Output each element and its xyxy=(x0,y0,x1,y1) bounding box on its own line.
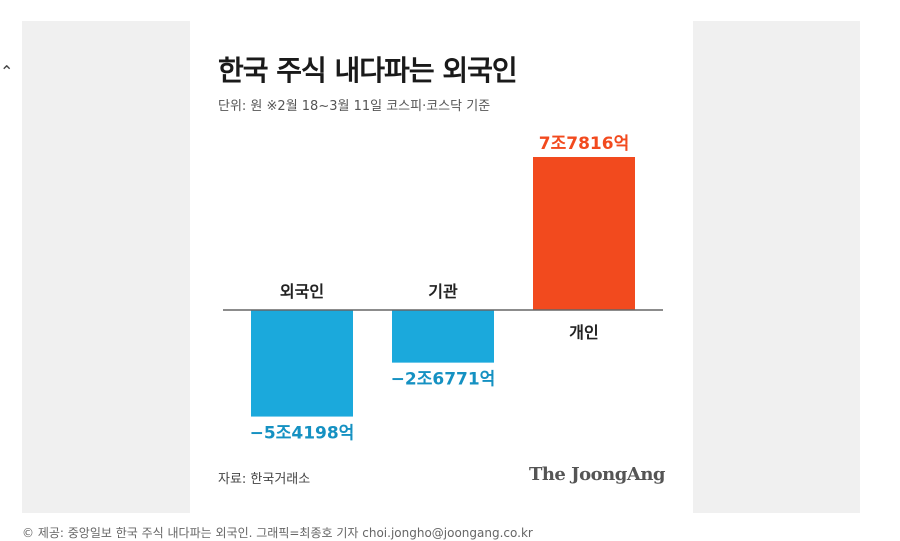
category-label-1: 외국인 xyxy=(280,282,324,301)
brand-logo: The JoongAng xyxy=(528,464,666,485)
bar-1 xyxy=(251,310,353,417)
category-label-3: 개인 xyxy=(569,323,598,342)
chart-card: 한국 주식 내다파는 외국인 단위: 원 ※2월 18~3월 11일 코스피·코… xyxy=(190,21,693,513)
chart-title: 한국 주식 내다파는 외국인 xyxy=(218,54,518,87)
caret-up-icon: ⌃ xyxy=(0,62,14,81)
bar-2 xyxy=(392,310,494,363)
background-panel-left xyxy=(22,21,190,513)
category-label-2: 기관 xyxy=(428,282,458,301)
chart-subtitle: 단위: 원 ※2월 18~3월 11일 코스피·코스닥 기준 xyxy=(218,99,491,114)
data-label-1: −5조4198억 xyxy=(250,424,355,444)
data-label-3: 7조7816억 xyxy=(539,134,629,154)
background-panel-right xyxy=(693,21,860,513)
bar-3 xyxy=(533,157,635,310)
data-label-2: −2조6771억 xyxy=(391,370,496,390)
source-note: 자료: 한국거래소 xyxy=(218,472,311,487)
